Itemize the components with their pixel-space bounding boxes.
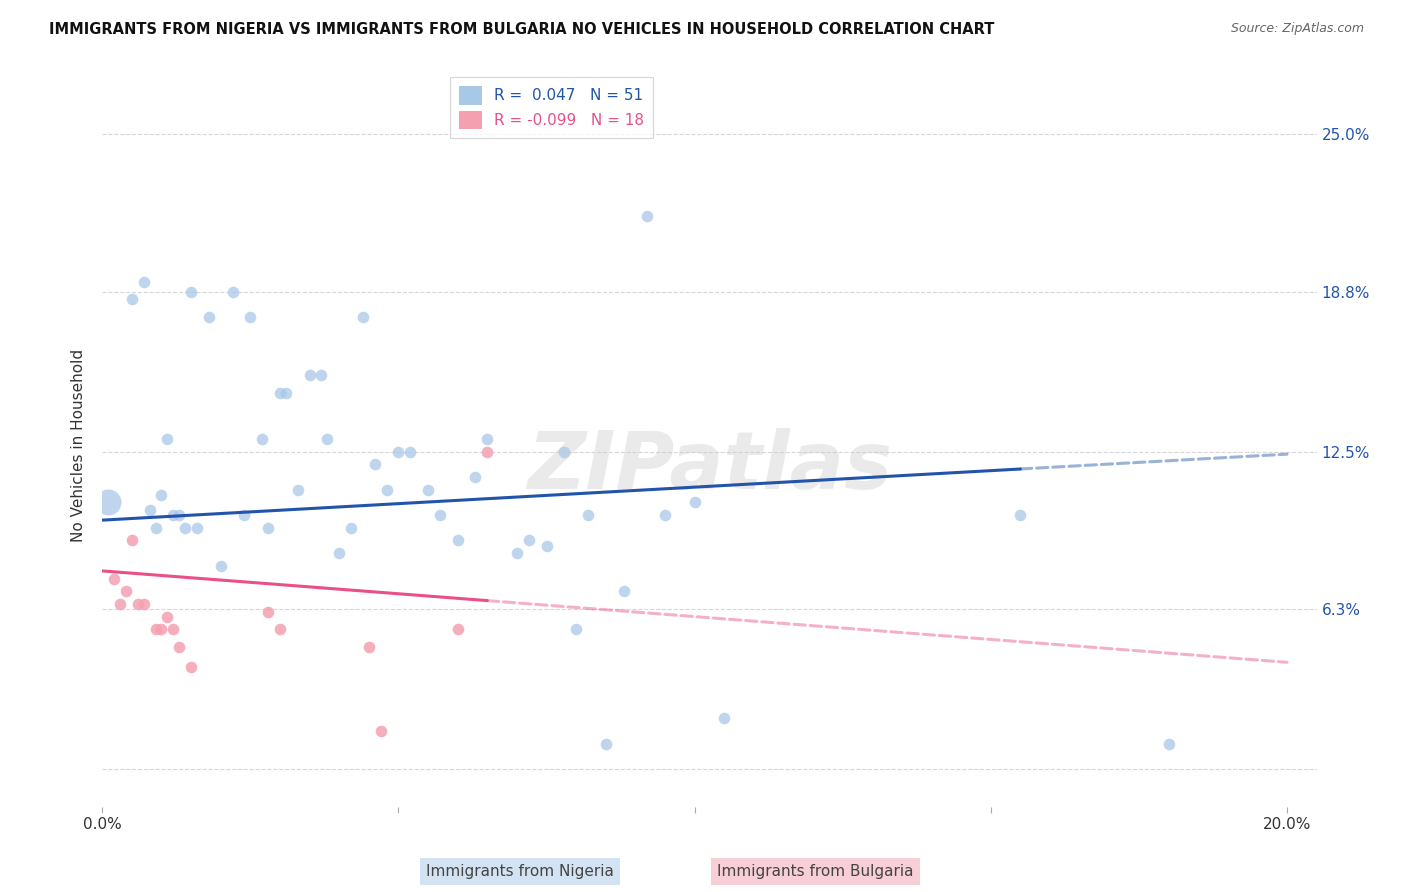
Point (464, 470, 486, 484)
Point (311, 368, 333, 383)
Point (115, 584, 138, 599)
Point (167, 508, 190, 522)
Point (1010, 508, 1032, 522)
Point (399, 444, 422, 458)
Point (180, 660, 202, 674)
Point (162, 622, 184, 636)
Point (121, 533, 143, 548)
Point (340, 521, 363, 535)
Point (429, 508, 451, 522)
Point (138, 503, 160, 517)
Point (713, 711, 735, 725)
Point (150, 622, 173, 636)
Point (576, 508, 599, 522)
Point (298, 368, 321, 383)
Point (477, 432, 499, 446)
Point (233, 508, 256, 522)
Point (654, 508, 676, 522)
Point (375, 483, 398, 497)
Point (156, 609, 179, 624)
Point (595, 737, 617, 751)
Text: Immigrants from Bulgaria: Immigrants from Bulgaria (717, 864, 914, 879)
Point (127, 597, 149, 611)
Point (316, 432, 339, 446)
Point (145, 521, 167, 535)
Point (209, 558, 232, 573)
Point (287, 483, 309, 497)
Point (517, 533, 540, 548)
Point (108, 597, 131, 611)
Point (553, 444, 575, 458)
Point (121, 293, 143, 307)
Point (477, 444, 499, 458)
Point (447, 533, 470, 548)
Point (239, 310, 262, 324)
Text: IMMIGRANTS FROM NIGERIA VS IMMIGRANTS FROM BULGARIA NO VEHICLES IN HOUSEHOLD COR: IMMIGRANTS FROM NIGERIA VS IMMIGRANTS FR… (49, 22, 994, 37)
Point (145, 622, 167, 636)
Point (683, 495, 706, 509)
Point (364, 458, 387, 472)
Point (447, 622, 470, 636)
Point (150, 488, 173, 502)
Point (97, 495, 120, 509)
Point (103, 572, 125, 586)
Point (506, 546, 529, 560)
Point (257, 521, 280, 535)
Point (132, 597, 155, 611)
Point (132, 275, 155, 289)
Point (1157, 737, 1180, 751)
Point (387, 444, 409, 458)
Point (274, 386, 297, 401)
Point (328, 546, 350, 560)
Point (180, 285, 202, 299)
Point (174, 521, 197, 535)
Point (167, 640, 190, 654)
Legend: R =  0.047   N = 51, R = -0.099   N = 18: R = 0.047 N = 51, R = -0.099 N = 18 (450, 77, 654, 138)
Point (416, 483, 439, 497)
Point (536, 539, 558, 553)
Point (162, 508, 184, 522)
Point (352, 310, 374, 324)
Text: Source: ZipAtlas.com: Source: ZipAtlas.com (1230, 22, 1364, 36)
Point (370, 723, 392, 738)
Point (636, 209, 658, 223)
Text: ZIPatlas: ZIPatlas (527, 428, 891, 506)
Point (156, 432, 179, 446)
Text: Immigrants from Nigeria: Immigrants from Nigeria (426, 864, 614, 879)
Point (269, 386, 291, 401)
Point (257, 605, 280, 619)
Point (221, 285, 243, 299)
Point (198, 310, 221, 324)
Point (357, 640, 380, 654)
Y-axis label: No Vehicles in Household: No Vehicles in Household (72, 349, 86, 541)
Point (250, 432, 273, 446)
Point (186, 521, 208, 535)
Point (612, 584, 634, 599)
Point (565, 622, 588, 636)
Point (269, 622, 291, 636)
